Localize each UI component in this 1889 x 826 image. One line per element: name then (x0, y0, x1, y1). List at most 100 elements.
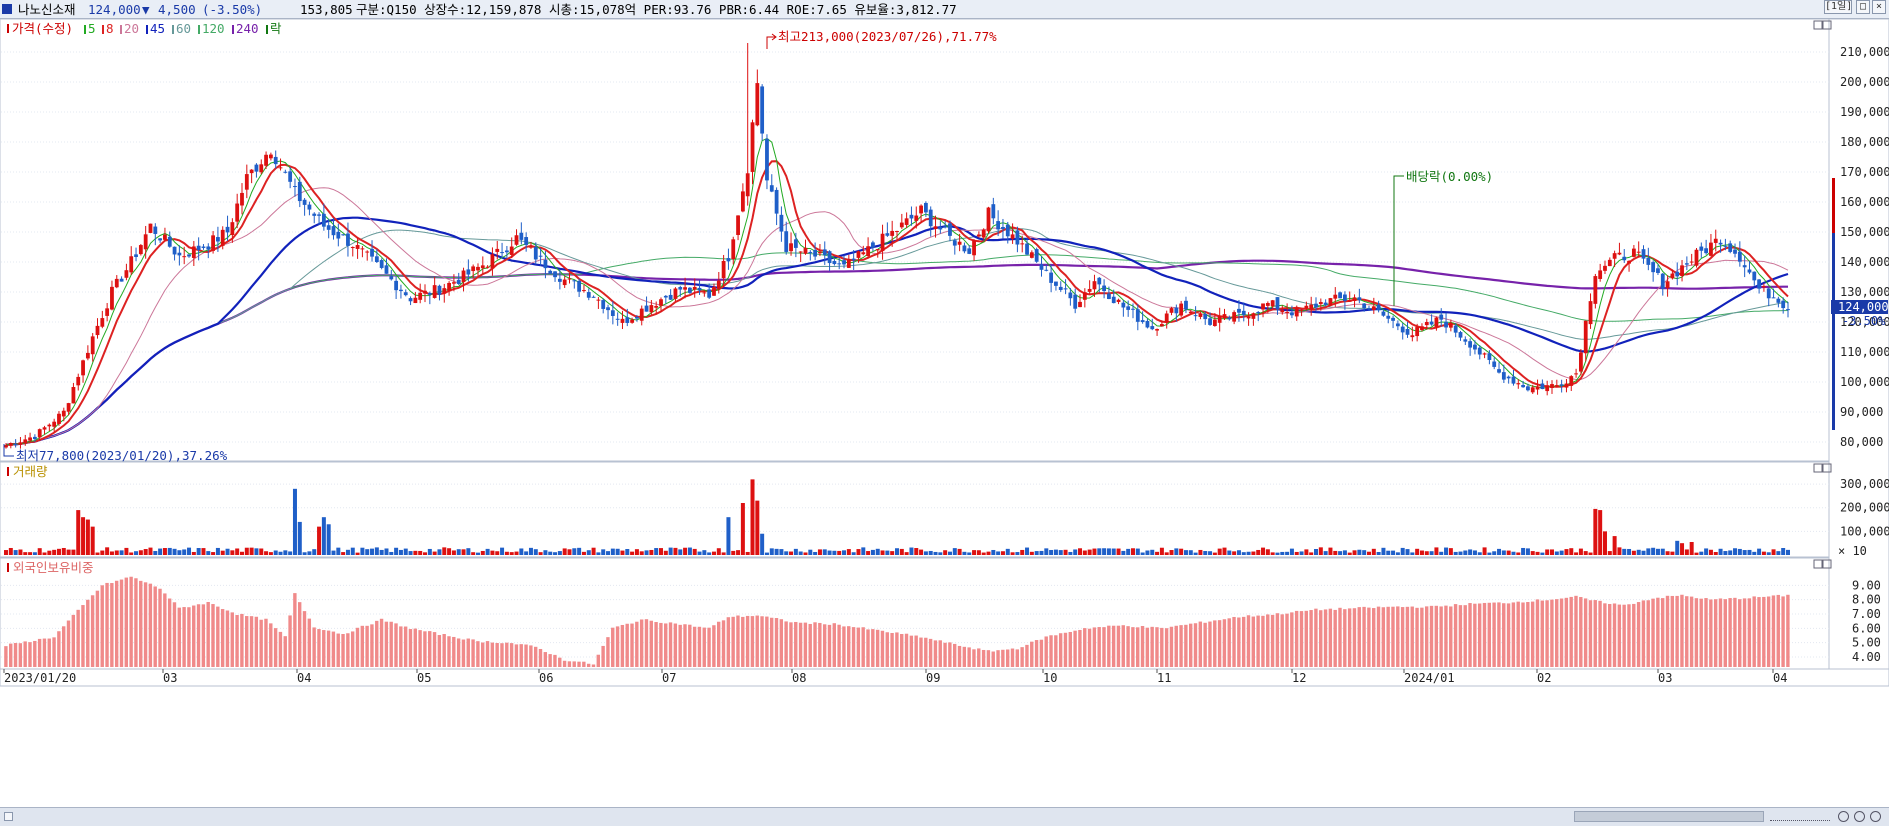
stock-name[interactable]: 나노신소재 (18, 2, 76, 17)
volume-bar (23, 552, 28, 555)
candle-body (81, 360, 85, 376)
period-button[interactable]: [1일] (1824, 0, 1853, 14)
volume-bar (307, 551, 312, 555)
foreign-bar (659, 622, 663, 667)
foreign-bar (1766, 596, 1771, 667)
maximize-icon[interactable]: □ (1856, 0, 1870, 14)
candle-body (346, 233, 350, 246)
foreign-ratio-bars (4, 576, 1790, 667)
candle-body (1304, 305, 1309, 309)
foreign-bar (1227, 618, 1231, 667)
volume-tick-label: 300,000 (1840, 477, 1889, 491)
foreign-bar (1078, 629, 1082, 667)
foreign-bar (972, 649, 976, 667)
candle-body (1203, 314, 1208, 320)
candle-body (394, 280, 399, 291)
candle-body (1174, 307, 1179, 314)
foreign-bar (1020, 647, 1024, 667)
foreign-bar (230, 612, 234, 667)
candle-body (1482, 353, 1487, 355)
candle-body (504, 250, 509, 253)
foreign-bar (139, 580, 143, 667)
candle-body (1646, 257, 1651, 265)
scroll-left-icon[interactable] (4, 812, 13, 821)
volume-bar (119, 550, 124, 555)
candle-body (630, 319, 635, 323)
price-panel-controls[interactable] (1813, 20, 1832, 30)
scroll-bar[interactable] (0, 807, 1889, 826)
foreign-bar (1323, 609, 1328, 667)
candle-body (981, 229, 986, 238)
volume-bar (630, 551, 635, 555)
foreign-bar (861, 627, 865, 667)
candle-body (1636, 251, 1641, 253)
candle-body (986, 207, 991, 232)
candle-body (639, 308, 644, 321)
zoom-reset-icon[interactable] (1870, 811, 1881, 822)
candle-body (952, 240, 957, 246)
foreign-bar (365, 625, 369, 667)
volume-bar (1713, 552, 1718, 555)
candle-body (1092, 281, 1097, 290)
volume-bar (514, 551, 519, 555)
price-tick-label: 210,000 (1840, 45, 1889, 59)
volume-bar (1684, 549, 1689, 555)
foreign-bar (952, 643, 957, 667)
foreign-bar (538, 648, 543, 667)
candle-body (553, 271, 557, 278)
volume-panel-controls[interactable] (1813, 463, 1832, 473)
candle-body (297, 181, 302, 202)
candle-body (803, 247, 808, 254)
candle-body (1752, 271, 1757, 281)
candle-body (914, 215, 919, 221)
foreign-legend: 외국인보유비중 (7, 560, 94, 575)
foreign-bar (586, 663, 591, 667)
foreign-bar (678, 624, 682, 667)
candle-body (1333, 294, 1338, 299)
volume-bar (538, 552, 543, 555)
volume-bar (1198, 549, 1203, 555)
volume-bar (837, 550, 842, 555)
x-tick-label: 02 (1537, 671, 1551, 685)
volume-bars (4, 479, 1790, 555)
volume-bar (875, 548, 880, 555)
candle-body (1217, 315, 1222, 323)
volume-bar (750, 479, 755, 555)
candle-body (1261, 303, 1265, 310)
candle-body (798, 251, 803, 253)
foreign-bar (1347, 608, 1352, 667)
foreign-panel-controls[interactable] (1813, 559, 1832, 569)
foreign-bar (240, 613, 244, 667)
stock-chart[interactable]: 80,000 90,000 100,000 110,000 120,000 130,000… (0, 19, 1889, 807)
volume-bar (1593, 508, 1598, 555)
candle-body (143, 234, 148, 250)
candle-body (1410, 335, 1415, 338)
ma60-line (5, 228, 1789, 446)
zoom-slider[interactable] (1770, 812, 1830, 821)
foreign-bar (697, 626, 702, 667)
volume-bar (1087, 549, 1092, 555)
candle-body (1034, 249, 1039, 262)
foreign-bar (13, 643, 18, 667)
price-tick-label: 100,000 (1840, 375, 1889, 389)
foreign-bar (1550, 599, 1554, 667)
candle-body (1078, 301, 1082, 308)
candle-body (837, 263, 842, 265)
ma20-line (5, 187, 1789, 446)
volume-bar (1174, 548, 1179, 555)
candle-body (312, 213, 317, 216)
candle-body (822, 249, 827, 256)
volume-bar (1631, 550, 1636, 555)
foreign-bar (1675, 595, 1679, 667)
zoom-in-icon[interactable] (1854, 811, 1865, 822)
foreign-bar (1319, 610, 1323, 667)
zoom-out-icon[interactable] (1838, 811, 1849, 822)
scroll-thumb[interactable] (1574, 811, 1764, 822)
foreign-bar (1367, 607, 1371, 667)
candle-body (548, 270, 553, 274)
foreign-bar (278, 631, 283, 667)
candle-body (1294, 308, 1299, 317)
foreign-bar (1246, 615, 1251, 667)
close-icon[interactable]: × (1872, 0, 1886, 14)
legend-item-label: 락 (270, 21, 282, 36)
